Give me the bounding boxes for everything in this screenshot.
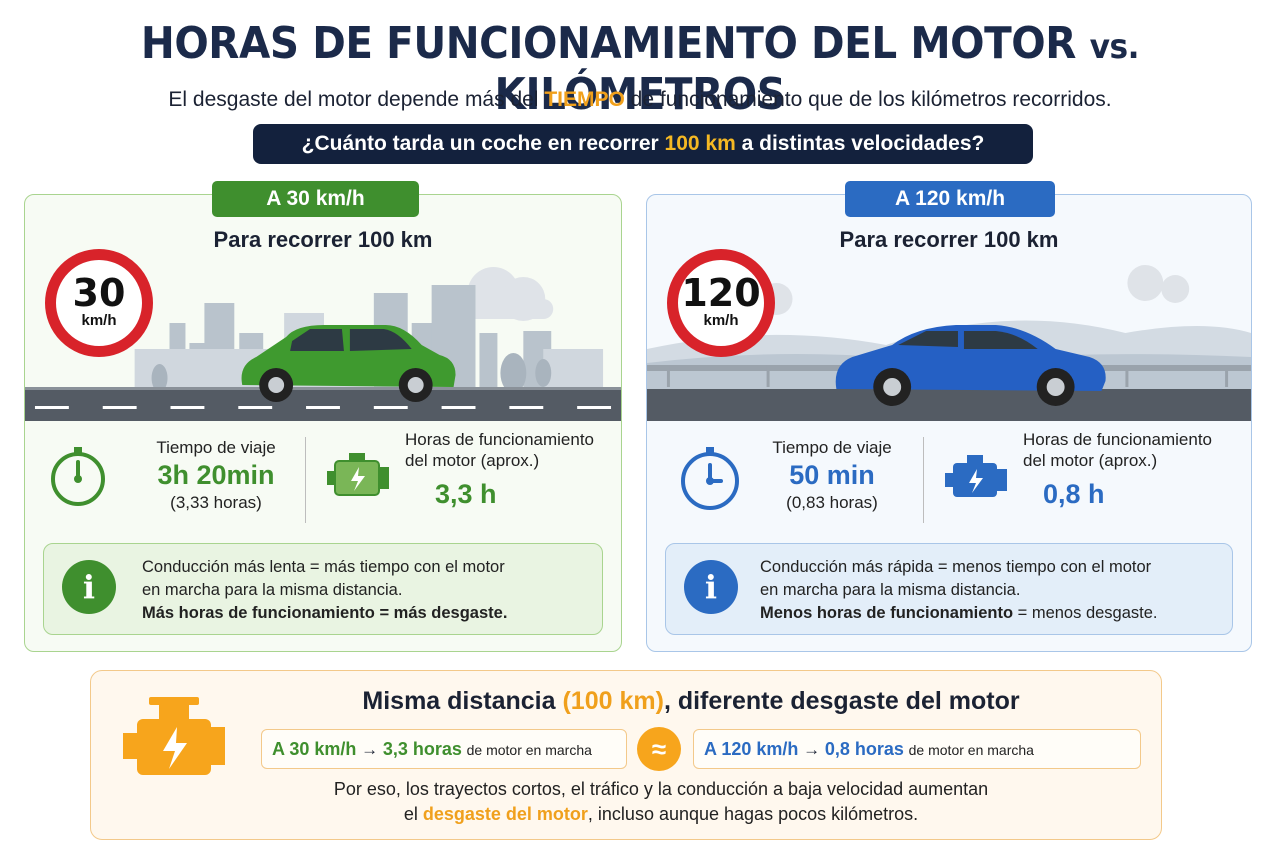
comparison-30-kmh: A 30 km/h → 3,3 horas de motor en marcha <box>261 729 627 769</box>
subtitle: El desgaste del motor depende más del TI… <box>168 88 1112 111</box>
info-icon: i <box>62 560 116 614</box>
approx-icon: ≈ <box>637 727 681 771</box>
speed-limit-sign-30: 30 km/h <box>45 249 153 357</box>
divider <box>923 437 924 523</box>
engine-icon <box>327 453 389 496</box>
engine-icon <box>123 697 225 775</box>
green-car <box>241 325 456 402</box>
info-box: i Conducción más rápida = menos tiempo c… <box>665 543 1233 635</box>
summary-box: Misma distancia (100 km), diferente desg… <box>90 670 1162 840</box>
blue-car <box>835 325 1106 406</box>
stats-row: Tiempo de viaje 3h 20min (3,33 horas) Ho… <box>25 427 621 537</box>
tag-120-kmh: A 120 km/h <box>845 181 1055 217</box>
highway-scene <box>647 253 1251 421</box>
tag-30-kmh: A 30 km/h <box>212 181 419 217</box>
question-banner: ¿Cuánto tarda un coche en recorrer 100 k… <box>253 124 1033 164</box>
comparison-120-kmh: A 120 km/h → 0,8 horas de motor en march… <box>693 729 1141 769</box>
engine-hours-label: Horas de funcionamiento <box>1023 430 1213 449</box>
info-icon: i <box>684 560 738 614</box>
summary-heading: Misma distancia (100 km), diferente desg… <box>362 687 1020 715</box>
page-title: HORAS DE FUNCIONAMIENTO DEL MOTOR vs. KI… <box>140 18 1140 120</box>
travel-time-label: Tiempo de viaje <box>772 438 892 457</box>
travel-time-value: 3h 20min <box>157 460 275 490</box>
stats-row: Tiempo de viaje 50 min (0,83 horas) Hora… <box>647 427 1251 537</box>
timer-icon <box>51 447 105 506</box>
subtitle-highlight: TIEMPO <box>544 88 625 111</box>
engine-hours-label: Horas de funcionamiento <box>405 430 595 449</box>
travel-time-value: 50 min <box>789 460 875 490</box>
panel-30-kmh: Para recorrer 100 km <box>24 194 622 652</box>
engine-hours-value: 0,8 h <box>1043 479 1105 509</box>
travel-time-label: Tiempo de viaje <box>156 438 276 457</box>
travel-time-hours: (0,83 horas) <box>786 493 878 512</box>
panel-120-kmh: Para recorrer 100 km 120 <box>646 194 1252 652</box>
panel-heading: Para recorrer 100 km <box>839 227 1059 252</box>
engine-hours-value: 3,3 h <box>435 479 497 509</box>
travel-time-hours: (3,33 horas) <box>170 493 262 512</box>
engine-icon <box>945 455 1007 497</box>
summary-text: Por eso, los trayectos cortos, el tráfic… <box>333 779 989 824</box>
panel-heading: Para recorrer 100 km <box>213 227 433 252</box>
speed-limit-sign-120: 120 km/h <box>667 249 775 357</box>
timer-icon <box>681 447 739 510</box>
divider <box>305 437 306 523</box>
city-scene <box>25 253 621 421</box>
info-box: i Conducción más lenta = más tiempo con … <box>43 543 603 635</box>
